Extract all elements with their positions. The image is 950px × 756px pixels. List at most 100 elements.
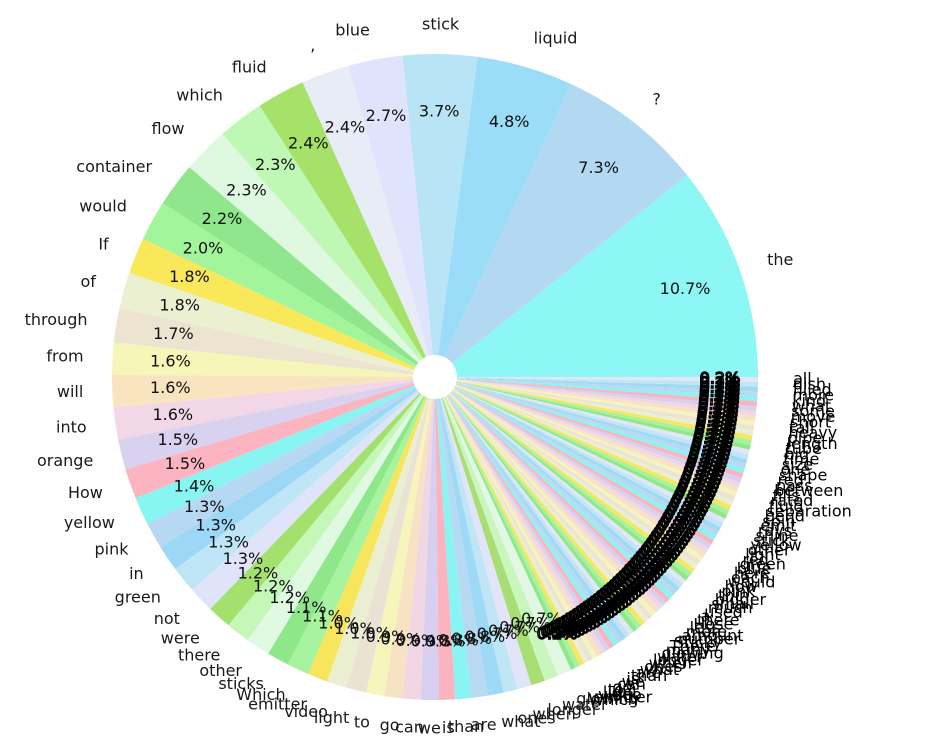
tail-percentage: 0.2% [650, 527, 691, 546]
tail-label: what [640, 660, 679, 679]
slice-percentage: 1.0% [318, 613, 359, 632]
slice-label: blue [335, 21, 370, 40]
tail-label: rays [758, 521, 792, 540]
tail-percentage: 0.2% [588, 593, 629, 612]
tail-label: number [678, 630, 741, 649]
tail-label: red [778, 471, 804, 490]
pie-slice [112, 374, 435, 408]
slice-percentage: 1.8% [169, 267, 210, 286]
pie-slice [435, 377, 686, 585]
tail-label: video [598, 685, 642, 704]
pie-slice [189, 133, 435, 377]
slice-percentages: 10.7%7.3%4.8%3.7%2.7%2.4%2.4%2.3%2.3%2.2… [150, 102, 711, 651]
tail-label: to [608, 680, 624, 699]
tail-label: yellow [751, 536, 802, 555]
tail-percentage: 0.2% [672, 490, 713, 509]
slice-percentage: 1.3% [208, 533, 249, 552]
slice-label: emitter [248, 694, 307, 713]
pie-slice [435, 377, 606, 654]
pie-slice [435, 377, 745, 474]
tail-percentage: 0.2% [643, 538, 684, 557]
slice-label: How [68, 483, 103, 502]
tail-percentage: 0.2% [699, 390, 740, 409]
slice-label: can [395, 718, 424, 737]
slice-percentage: 2.0% [183, 238, 224, 257]
slice-label: in [129, 564, 144, 583]
pie-slice [435, 377, 642, 629]
pie-slice [348, 55, 435, 377]
tail-percentage: 0.2% [541, 622, 582, 641]
slice-percentage: 1.2% [238, 564, 279, 583]
slice-percentage: 0.7% [488, 621, 529, 640]
slice-percentage: 0.8% [438, 631, 479, 650]
tail-percentage: 0.2% [699, 377, 740, 396]
slice-label: go [380, 716, 400, 735]
pie-slice [435, 377, 638, 632]
slice-percentage: 0.9% [366, 627, 407, 646]
pie-slice [435, 377, 748, 464]
pie-slice [435, 377, 602, 657]
pie-slice [435, 377, 757, 417]
pie-slice [435, 377, 670, 603]
tail-label: short [790, 412, 831, 431]
slice-percentage: 1.5% [157, 430, 198, 449]
tail-percentage: 0.2% [626, 558, 667, 577]
tail-label: less [690, 618, 721, 637]
tail-percentage: 0.2% [598, 584, 639, 603]
tail-percentage: 0.2% [679, 474, 720, 493]
center-hole-circle [413, 355, 457, 399]
tail-percentage: 0.2% [699, 386, 740, 405]
slice-label: would [79, 196, 127, 215]
tail-percentage: 0.2% [668, 497, 709, 516]
tail-label: red [743, 550, 769, 569]
slice-label: not [154, 609, 180, 628]
tail-label: longer [653, 651, 704, 670]
tail-label: fills [772, 486, 799, 505]
tail-label: we [622, 672, 645, 691]
pie-slice [435, 377, 758, 382]
slice-label: ? [652, 90, 661, 109]
tail-label: much [708, 598, 753, 617]
pie-slice [435, 377, 645, 626]
pie-slice [402, 53, 478, 378]
slice-percentage: 7.3% [578, 158, 619, 177]
pie-slice [287, 377, 435, 675]
tail-percentage: 0.2% [617, 567, 658, 586]
pie-slice [435, 377, 749, 460]
pie-slice [435, 377, 677, 596]
pie-slice [435, 377, 755, 431]
pie-slice [435, 377, 695, 573]
tail-percentage: 0.2% [698, 399, 739, 418]
pie-slice [435, 377, 701, 565]
pie-slice [435, 377, 614, 649]
tail-label: size [782, 455, 813, 474]
pie-slice [435, 175, 758, 377]
tail-label: than [631, 666, 667, 685]
tail-label: stick [753, 531, 791, 550]
slice-percentage: 1.4% [174, 477, 215, 496]
pie-slice [268, 377, 435, 665]
slice-percentage: 1.8% [159, 296, 200, 315]
pie-slice [435, 377, 758, 387]
pie-slice [435, 56, 572, 377]
slice-percentage: 3.7% [419, 102, 460, 121]
tail-label: more [793, 386, 834, 405]
slice-percentage: 2.2% [202, 209, 243, 228]
slice-label: green [115, 587, 161, 606]
tail-label: all [793, 369, 812, 388]
tail-percentage: 0.2% [686, 454, 727, 473]
slice-label: stick [422, 15, 460, 34]
tail-percentage: 0.2% [687, 449, 728, 468]
pie-slice [402, 377, 435, 700]
slice-percentage: 0.9% [395, 631, 436, 650]
pie-slice [113, 377, 435, 440]
pie-slice [119, 272, 436, 377]
tail-percentage: 0.2% [629, 554, 670, 573]
tail-percentage: 0.2% [700, 369, 741, 388]
tail-label: is [626, 669, 639, 688]
tail-label: used [704, 602, 742, 621]
tail-label: filled [793, 380, 832, 399]
pie-slice [435, 377, 504, 696]
tail-percentage: 0.2% [614, 570, 655, 589]
pie-slice [435, 377, 630, 638]
